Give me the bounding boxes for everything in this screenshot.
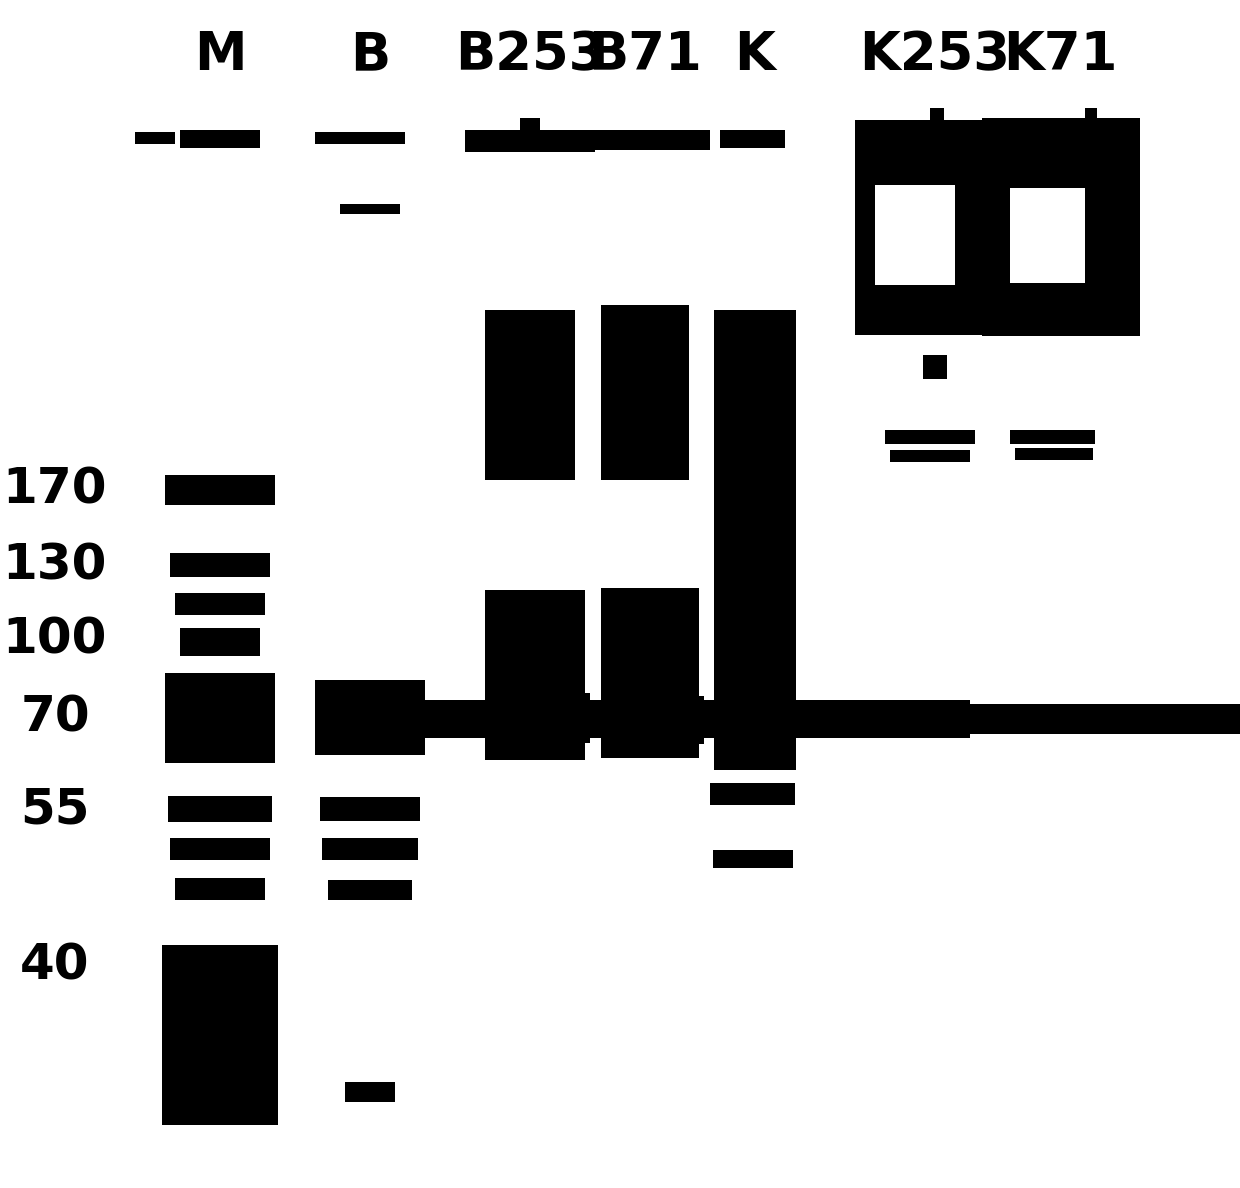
Bar xyxy=(885,430,975,444)
Bar xyxy=(315,132,405,144)
Text: 55: 55 xyxy=(20,786,89,834)
Text: K: K xyxy=(734,29,775,81)
Text: B71: B71 xyxy=(588,29,702,81)
Bar xyxy=(485,693,590,742)
Bar xyxy=(930,110,942,150)
Bar xyxy=(162,944,278,1125)
Bar xyxy=(180,129,260,148)
Bar xyxy=(180,628,260,656)
Bar xyxy=(195,132,219,143)
Bar xyxy=(720,129,785,148)
Bar xyxy=(713,849,794,868)
Bar xyxy=(601,696,704,744)
Text: 40: 40 xyxy=(20,941,89,988)
Bar xyxy=(175,878,265,901)
Text: K253: K253 xyxy=(859,29,1011,81)
Bar xyxy=(167,796,272,822)
Bar xyxy=(315,680,425,756)
Bar xyxy=(170,552,270,577)
Bar xyxy=(485,310,575,480)
Bar xyxy=(1011,188,1085,283)
Bar xyxy=(923,355,947,379)
Text: B253: B253 xyxy=(455,29,605,81)
Text: B: B xyxy=(350,29,391,81)
Bar xyxy=(165,475,275,505)
Bar xyxy=(520,118,539,129)
Bar xyxy=(320,797,420,821)
Bar xyxy=(345,1082,396,1102)
Bar xyxy=(315,700,970,738)
Bar xyxy=(982,118,1140,336)
Bar xyxy=(1016,448,1092,460)
Bar xyxy=(711,783,795,805)
Bar xyxy=(714,310,796,770)
Text: 170: 170 xyxy=(2,466,107,514)
Text: K71: K71 xyxy=(1003,29,1117,81)
Bar xyxy=(236,132,255,146)
Text: M: M xyxy=(193,29,247,81)
Bar xyxy=(329,880,412,901)
Bar xyxy=(485,590,585,760)
Bar xyxy=(1085,108,1097,153)
Bar xyxy=(340,204,401,214)
Bar xyxy=(601,305,689,480)
Bar xyxy=(875,185,955,285)
Bar xyxy=(890,450,970,462)
Bar xyxy=(601,588,699,758)
Bar xyxy=(322,838,418,860)
Bar xyxy=(165,672,275,763)
Text: 70: 70 xyxy=(20,694,89,742)
Bar xyxy=(170,838,270,860)
Bar xyxy=(930,108,944,158)
Text: 100: 100 xyxy=(2,617,107,664)
Bar xyxy=(856,120,1021,335)
Bar xyxy=(175,593,265,615)
Bar xyxy=(1011,430,1095,444)
Bar xyxy=(796,704,1240,734)
Bar xyxy=(1080,118,1095,148)
Bar xyxy=(135,132,175,144)
Bar xyxy=(580,129,711,150)
Bar xyxy=(465,129,595,152)
Text: 130: 130 xyxy=(2,541,107,589)
